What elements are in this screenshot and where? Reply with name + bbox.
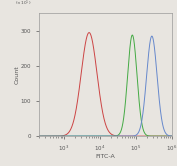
Y-axis label: Count: Count: [14, 65, 19, 84]
X-axis label: FITC-A: FITC-A: [95, 154, 115, 160]
Text: $(\times 10^1)$: $(\times 10^1)$: [15, 0, 31, 8]
